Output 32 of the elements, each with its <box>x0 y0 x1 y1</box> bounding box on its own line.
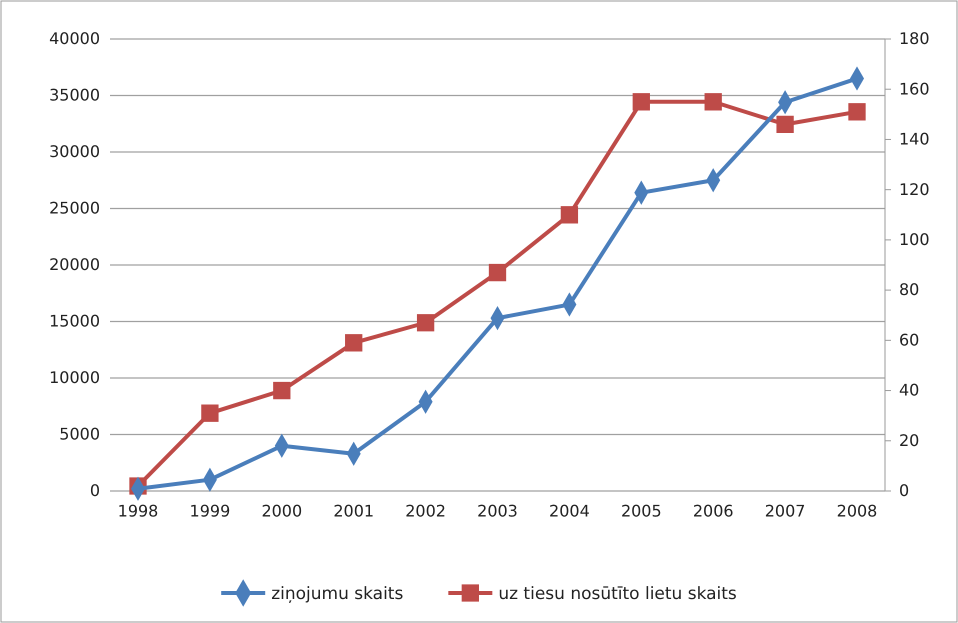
x-tick-label: 2005 <box>620 501 662 520</box>
y-tick-label: 0 <box>90 481 100 500</box>
y-tick-label: 5000 <box>59 424 100 444</box>
y-tick-label: 15000 <box>49 312 100 331</box>
y2-tick-label: 140 <box>899 130 930 149</box>
x-tick-label: 2000 <box>261 501 302 520</box>
legend-label: ziņojumu skaits <box>271 584 404 604</box>
y2-tick-label: 0 <box>899 481 910 500</box>
x-tick-label: 1999 <box>190 501 230 520</box>
y2-tick-label: 80 <box>899 280 920 300</box>
y2-tick-label: 180 <box>899 29 930 48</box>
y-tick-label: 40000 <box>49 29 100 48</box>
x-tick-label: 1998 <box>118 501 158 520</box>
y2-tick-label: 120 <box>899 180 930 199</box>
y2-tick-label: 20 <box>899 430 920 450</box>
x-tick-label: 2007 <box>764 501 806 520</box>
y2-tick-label: 160 <box>899 79 930 98</box>
y-tick-label: 10000 <box>49 368 100 388</box>
y-tick-label: 20000 <box>49 255 100 274</box>
x-tick-label: 2006 <box>692 501 734 520</box>
x-tick-label: 2002 <box>405 501 446 520</box>
y2-tick-label: 100 <box>899 230 930 250</box>
y2-tick-label: 60 <box>899 330 920 350</box>
y2-tick-label: 40 <box>899 380 920 400</box>
y-tick-label: 35000 <box>49 86 100 105</box>
x-tick-label: 2004 <box>549 501 590 520</box>
legend-label: uz tiesu nosūtīto lietu skaits <box>498 584 737 604</box>
y-tick-label: 30000 <box>49 142 100 162</box>
x-tick-label: 2008 <box>836 501 878 520</box>
y-tick-label: 25000 <box>49 198 100 218</box>
x-tick-label: 2001 <box>333 501 374 520</box>
x-tick-label: 2003 <box>477 501 518 520</box>
